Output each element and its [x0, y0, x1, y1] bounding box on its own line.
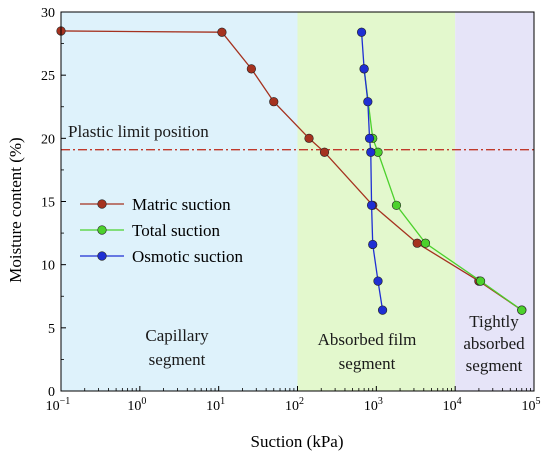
x-tick-label-5: 104: [443, 396, 462, 414]
region-label-1-1: segment: [339, 354, 396, 373]
y-tick-label-3: 15: [41, 196, 55, 211]
series-2-point-3: [364, 133, 375, 143]
series-line-0: [60, 30, 523, 311]
region-label-0-1: segment: [149, 350, 206, 369]
region-label-1-0: Absorbed film: [318, 330, 417, 349]
series-0-point-7: [412, 238, 422, 248]
y-tick-label-2: 10: [41, 259, 55, 274]
data-series: [56, 26, 527, 315]
segment-regions: [61, 12, 534, 391]
x-axis-title: Suction (kPa): [250, 432, 343, 451]
series-1-point-5: [475, 276, 486, 286]
legend-label-0: Matric suction: [132, 195, 231, 214]
region-band-1: [297, 12, 456, 391]
plastic-limit-line: Plastic limit position: [61, 122, 534, 151]
legend-marker-1: [97, 225, 107, 235]
series-0-point-3: [269, 97, 279, 107]
region-label-2-2: segment: [466, 356, 523, 375]
series-0-point-2: [246, 64, 256, 74]
series-2-point-1: [359, 64, 369, 74]
series-1-point-6: [517, 305, 527, 315]
y-tick-label-0: 0: [48, 385, 55, 400]
region-band-2: [455, 12, 534, 391]
series-2-point-4: [366, 147, 376, 157]
plastic-limit-label: Plastic limit position: [68, 122, 209, 141]
series-0-point-5: [319, 147, 330, 157]
x-tick-label-6: 105: [522, 396, 541, 414]
x-tick-label-2: 101: [206, 396, 225, 414]
series-2-point-2: [363, 97, 373, 107]
series-2-point-5: [366, 200, 377, 210]
y-tick-label-6: 30: [41, 6, 55, 21]
x-tick-label-4: 103: [364, 396, 383, 414]
y-tick-label-4: 20: [41, 132, 55, 147]
region-label-2-1: absorbed: [463, 334, 525, 353]
series-0-point-4: [304, 133, 314, 143]
y-tick-label-1: 5: [48, 322, 55, 337]
x-tick-label-3: 102: [285, 396, 304, 414]
legend-label-2: Osmotic suction: [132, 247, 243, 266]
series-2-point-7: [373, 276, 383, 286]
series-2-point-8: [377, 305, 388, 315]
y-axis: 0 5 10 15 20 25 30: [41, 6, 66, 400]
legend: Matric suction Total suction Osmotic sucti…: [80, 195, 243, 266]
series-0-point-1: [217, 27, 227, 37]
y-axis-title: Moisture content (%): [6, 137, 25, 282]
segment-labels: Capillary segment Absorbed film segment Tigh…: [145, 312, 525, 375]
series-2-point-6: [368, 239, 378, 250]
region-label-0-0: Capillary: [145, 326, 209, 345]
legend-label-1: Total suction: [132, 221, 221, 240]
region-label-2-0: Tightly: [469, 312, 519, 331]
series-1-point-4: [420, 238, 431, 248]
y-tick-label-5: 25: [41, 69, 55, 84]
series-2-point-0: [356, 27, 367, 37]
legend-marker-2: [97, 251, 107, 261]
x-tick-label-1: 100: [127, 396, 146, 414]
series-1-point-3: [391, 200, 402, 210]
legend-marker-0: [97, 199, 107, 209]
